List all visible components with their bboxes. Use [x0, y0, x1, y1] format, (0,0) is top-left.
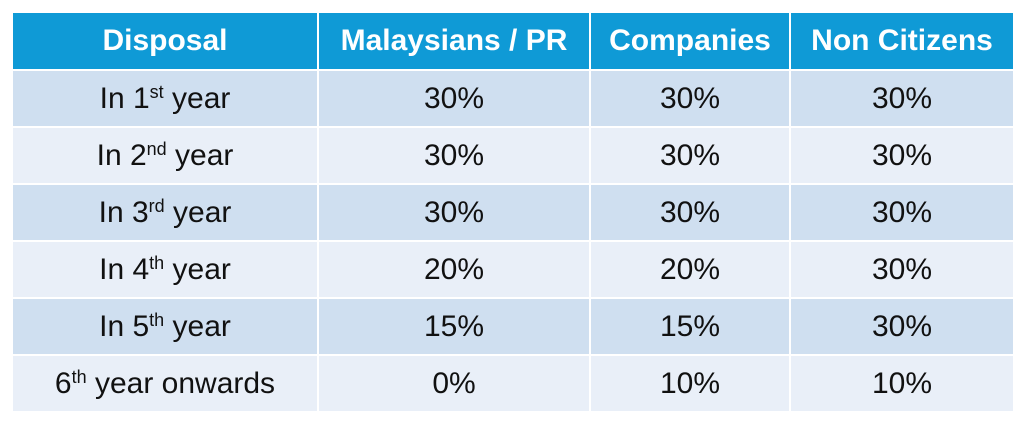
disposal-prefix: 6: [54, 366, 72, 400]
malaysians-pr-cell: 15%: [317, 297, 591, 356]
header-row: Disposal Malaysians / PR Companies Non C…: [11, 11, 1015, 71]
ordinal-suffix: rd: [148, 195, 165, 216]
ordinal-suffix: nd: [146, 138, 167, 159]
non-citizens-cell: 10%: [789, 354, 1015, 413]
non-citizens-cell: 30%: [789, 240, 1015, 299]
disposal-prefix: In 3: [98, 195, 149, 229]
disposal-prefix: In 5: [99, 309, 150, 343]
companies-cell: 15%: [589, 297, 791, 356]
header-disposal: Disposal: [11, 11, 319, 71]
header-non-citizens: Non Citizens: [789, 11, 1015, 71]
table-row: In 5th year 15% 15% 30%: [11, 297, 1015, 356]
ordinal-suffix: th: [149, 309, 165, 330]
ordinal-suffix: st: [149, 81, 164, 102]
table-row: 6th year onwards 0% 10% 10%: [11, 354, 1015, 413]
ordinal-suffix: th: [149, 252, 165, 273]
disposal-prefix: In 4: [99, 252, 150, 286]
table-row: In 3rd year 30% 30% 30%: [11, 183, 1015, 242]
disposal-suffix: year: [164, 252, 231, 286]
companies-cell: 20%: [589, 240, 791, 299]
disposal-rates-table: Disposal Malaysians / PR Companies Non C…: [11, 11, 1015, 413]
disposal-prefix: In 2: [96, 138, 147, 172]
disposal-cell: 6th year onwards: [11, 354, 319, 413]
disposal-suffix: year: [164, 195, 232, 229]
ordinal-suffix: th: [71, 366, 87, 387]
disposal-prefix: In 1: [99, 81, 150, 115]
disposal-suffix: year onwards: [86, 366, 276, 400]
malaysians-pr-cell: 30%: [317, 183, 591, 242]
disposal-cell: In 1st year: [11, 69, 319, 128]
non-citizens-cell: 30%: [789, 126, 1015, 185]
disposal-cell: In 4th year: [11, 240, 319, 299]
header-companies: Companies: [589, 11, 791, 71]
disposal-suffix: year: [164, 309, 231, 343]
malaysians-pr-cell: 30%: [317, 126, 591, 185]
companies-cell: 10%: [589, 354, 791, 413]
table-row: In 1st year 30% 30% 30%: [11, 69, 1015, 128]
disposal-cell: In 5th year: [11, 297, 319, 356]
companies-cell: 30%: [589, 126, 791, 185]
non-citizens-cell: 30%: [789, 69, 1015, 128]
non-citizens-cell: 30%: [789, 183, 1015, 242]
table-row: In 2nd year 30% 30% 30%: [11, 126, 1015, 185]
disposal-cell: In 3rd year: [11, 183, 319, 242]
disposal-suffix: year: [163, 81, 231, 115]
disposal-suffix: year: [166, 138, 234, 172]
header-malaysians-pr: Malaysians / PR: [317, 11, 591, 71]
malaysians-pr-cell: 30%: [317, 69, 591, 128]
disposal-rates-table-container: Disposal Malaysians / PR Companies Non C…: [11, 11, 1015, 413]
malaysians-pr-cell: 0%: [317, 354, 591, 413]
companies-cell: 30%: [589, 69, 791, 128]
non-citizens-cell: 30%: [789, 297, 1015, 356]
companies-cell: 30%: [589, 183, 791, 242]
table-row: In 4th year 20% 20% 30%: [11, 240, 1015, 299]
disposal-cell: In 2nd year: [11, 126, 319, 185]
malaysians-pr-cell: 20%: [317, 240, 591, 299]
